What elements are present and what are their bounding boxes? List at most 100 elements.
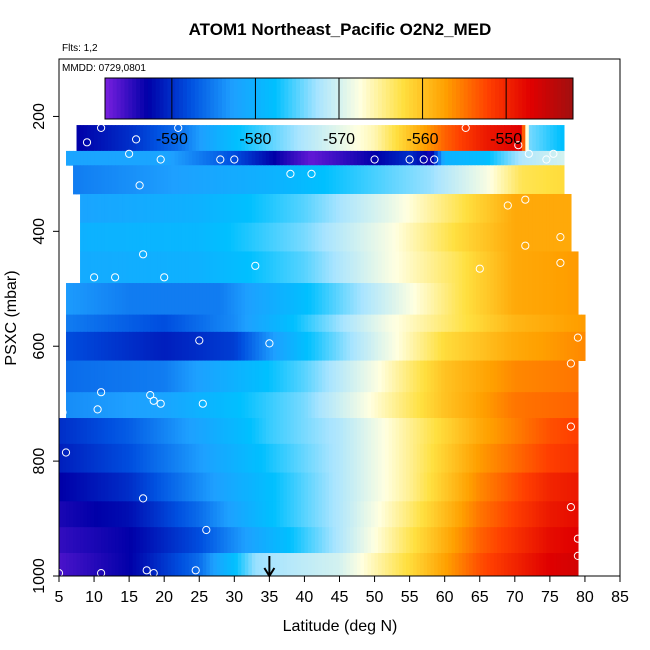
heatmap-cell [290,360,295,393]
heatmap-cell [269,501,274,528]
heatmap-cell [188,314,193,333]
heatmap-cell [321,125,327,152]
heatmap-cell [132,331,137,361]
heatmap-cell [504,527,509,554]
heatmap-cell [549,150,554,166]
y-axis-label: PSXC (mbar) [3,270,20,365]
observation-point [125,149,134,158]
heatmap-cell [328,251,334,284]
heatmap-cell [216,314,221,333]
heatmap-cell [206,251,211,284]
heatmap-cell [378,331,383,361]
heatmap-cell [472,472,477,502]
heatmap-cell [122,553,127,577]
heatmap-cell [493,222,498,252]
heatmap-cell [311,222,316,252]
heatmap-cell [237,501,242,528]
heatmap-cell [108,418,113,445]
heatmap-cell [276,392,281,419]
heatmap-cell [136,222,141,252]
heatmap-cell [293,472,299,502]
heatmap-cell [195,222,200,252]
heatmap-cell [265,125,270,152]
heatmap-cell [111,392,116,419]
heatmap-cell [350,501,355,528]
heatmap-cell [451,360,456,393]
heatmap-cell [290,443,295,473]
heatmap-cell [507,418,512,445]
heatmap-cell [314,443,320,473]
heatmap-cell [514,314,519,333]
heatmap-cell [385,501,390,528]
heatmap-cell [188,553,193,577]
heatmap-cell [304,392,309,419]
heatmap-cell [458,251,463,284]
heatmap-cell [262,331,267,361]
heatmap-cell [199,331,204,361]
heatmap-cell [146,472,151,502]
heatmap-cell [118,331,123,361]
heatmap-cell [483,314,488,333]
heatmap-cell [507,501,512,528]
heatmap-cell [486,392,491,419]
heatmap-cell [115,222,120,252]
heatmap-cell [388,283,393,316]
heatmap-cell [332,553,337,577]
heatmap-cell [234,418,239,445]
heatmap-cell [430,443,435,473]
heatmap-cell [255,222,260,252]
heatmap-cell [192,331,197,361]
heatmap-cell [546,165,551,195]
heatmap-cell [462,222,467,252]
heatmap-cell [399,418,404,445]
heatmap-cell [206,331,211,361]
colorbar-segment [448,78,453,119]
heatmap-cell [325,392,330,419]
heatmap-cell [297,251,302,284]
heatmap-cell [413,251,418,284]
heatmap-cell [118,283,123,316]
heatmap-cell [381,418,386,445]
heatmap-cell [213,193,218,224]
heatmap-cell [532,251,537,284]
heatmap-cell [216,501,221,528]
colorbar-segment [378,78,383,119]
heatmap-cell [146,443,151,473]
heatmap-cell [83,193,88,224]
heatmap-cell [143,150,148,166]
heatmap-cell [220,443,225,473]
heatmap-cell [171,553,176,577]
heatmap-cell [539,501,544,528]
colorbar-segment [569,78,574,119]
colorbar-segment [530,78,535,119]
heatmap-cell [111,418,116,445]
heatmap-cell [399,193,404,224]
heatmap-cell [297,443,302,473]
heatmap-cell [115,125,120,152]
heatmap-cell [339,314,344,333]
heatmap-cell [381,527,386,554]
heatmap-cell [444,283,449,316]
colorbar-segment [257,78,262,119]
heatmap-cell [507,283,512,316]
colorbar-segment [335,78,340,119]
heatmap-cell [129,392,134,419]
heatmap-cell [216,165,221,195]
heatmap-cell [244,501,249,528]
heatmap-cell [335,553,341,577]
heatmap-cell [153,283,158,316]
heatmap-cell [395,222,400,252]
heatmap-cell [125,553,130,577]
heatmap-cell [549,472,554,502]
colorbar-segment [272,78,278,119]
observation-point [286,169,295,178]
heatmap-cell [94,283,99,316]
heatmap-cell [357,553,362,577]
heatmap-cell [409,418,414,445]
heatmap-cell [157,553,162,577]
heatmap-cell [395,553,400,577]
heatmap-cell [188,472,193,502]
heatmap-cell [325,150,330,166]
heatmap-cell [248,392,253,419]
heatmap-cell [465,472,470,502]
